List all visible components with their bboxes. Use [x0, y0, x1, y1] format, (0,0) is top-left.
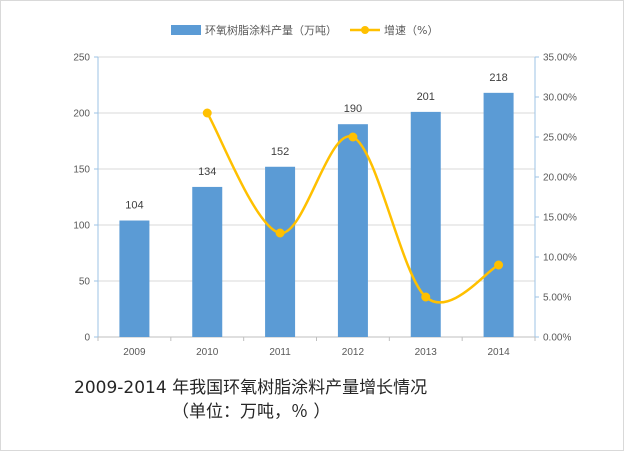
bar-data-label: 218 [489, 72, 507, 84]
y-tick-label: 100 [73, 221, 90, 232]
y2-tick-label: 35.00% [543, 53, 577, 64]
bar-data-label: 152 [271, 146, 289, 158]
y2-tick-label: 25.00% [543, 133, 577, 144]
growth-point [275, 228, 285, 238]
x-tick-label: 2013 [415, 347, 438, 358]
bar [483, 92, 514, 337]
y2-tick-label: 10.00% [543, 253, 577, 264]
y2-tick-label: 5.00% [543, 293, 571, 304]
growth-point [202, 108, 212, 118]
x-tick-label: 2010 [196, 347, 219, 358]
caption-line-2: （单位：万吨，％ ） [172, 402, 331, 422]
bar-data-label: 134 [198, 166, 216, 178]
bar-data-label: 104 [125, 200, 143, 212]
y-tick-label: 150 [73, 165, 90, 176]
x-tick-label: 2009 [123, 347, 146, 358]
x-tick-label: 2012 [342, 347, 365, 358]
legend-label-line: 增速（%） [384, 23, 438, 37]
bar-data-label: 190 [344, 103, 362, 115]
y2-tick-label: 30.00% [543, 93, 577, 104]
bar-series: 104 134 152 190 201 218 [119, 72, 514, 337]
grid [98, 56, 535, 282]
growth-point [348, 132, 358, 142]
y-tick-label: 250 [73, 53, 90, 64]
y2-tick-label: 20.00% [543, 173, 577, 184]
legend-swatch-bar [171, 25, 201, 35]
bar [192, 186, 223, 337]
legend-label-bar: 环氧树脂涂料产量（万吨） [205, 23, 337, 37]
x-tick-label: 2011 [269, 347, 291, 358]
growth-point [494, 260, 504, 270]
bar-data-label: 201 [417, 91, 435, 103]
x-tick-label: 2014 [487, 347, 510, 358]
legend-swatch-marker [361, 26, 369, 34]
chart-caption: 2009-2014 年我国环氧树脂涂料产量增长情况 （单位：万吨，％ ） [74, 376, 574, 424]
legend: 环氧树脂涂料产量（万吨） 增速（%） [171, 23, 438, 37]
y-tick-label: 50 [79, 277, 91, 288]
axes: 0 50 100 150 200 250 0.00% 5.00% 10.00% 15.00% 20.… [73, 53, 577, 359]
bar [265, 166, 296, 337]
y2-tick-label: 0.00% [543, 333, 571, 344]
y2-tick-label: 15.00% [543, 213, 577, 224]
line-series [202, 108, 504, 304]
y-tick-label: 200 [73, 109, 90, 120]
caption-line-1: 2009-2014 年我国环氧树脂涂料产量增长情况 [74, 378, 428, 398]
bar [119, 220, 150, 337]
bar [337, 124, 368, 337]
y-tick-label: 0 [84, 333, 90, 344]
growth-point [421, 292, 431, 302]
